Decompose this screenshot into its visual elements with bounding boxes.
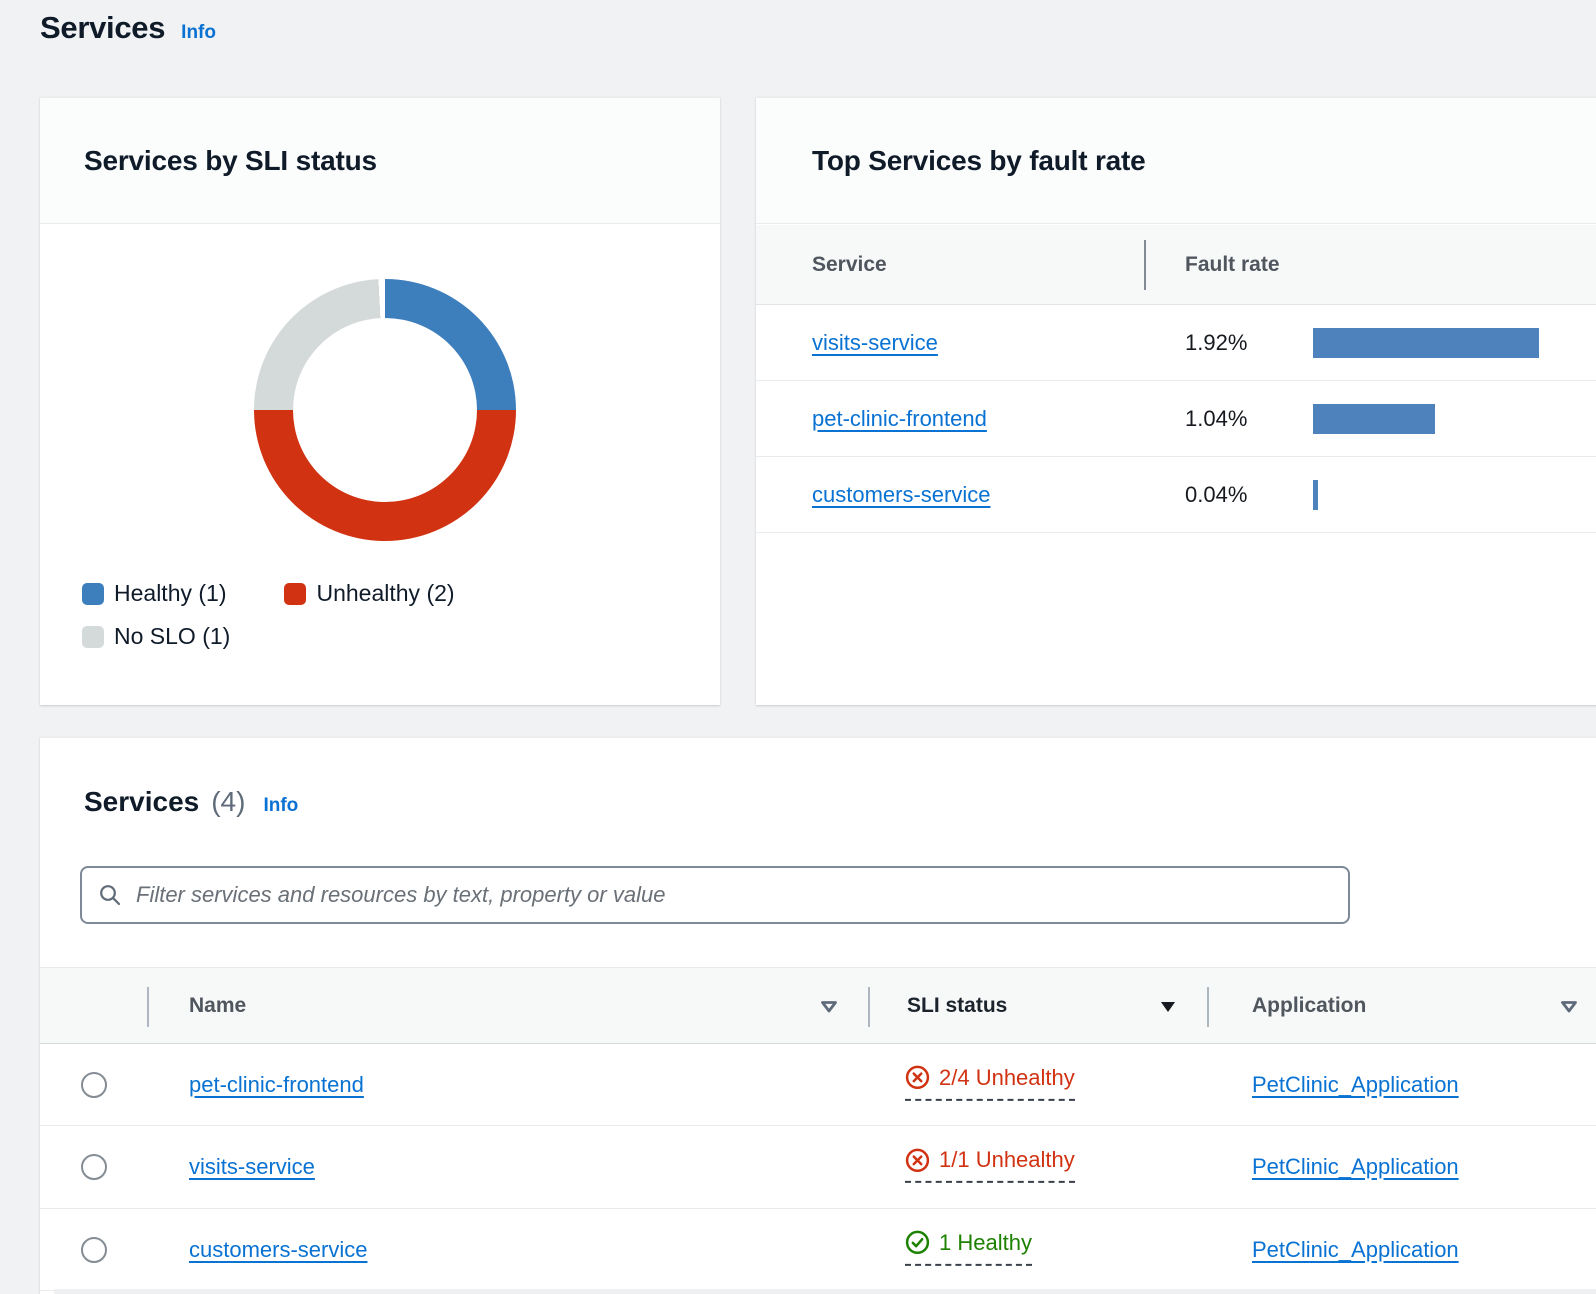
services-table-header: Name SLI status Application (40, 967, 1596, 1044)
sli-donut-chart (254, 279, 516, 541)
services-table-title: Services (84, 786, 200, 817)
sli-legend: Healthy (1) Unhealthy (2) No SLO (1) (82, 580, 552, 650)
column-divider (868, 987, 870, 1027)
fault-rate-bar (1313, 328, 1539, 358)
services-info-link[interactable]: Info (263, 795, 299, 816)
sli-card-header: Services by SLI status (40, 98, 720, 224)
healthy-swatch-icon (82, 582, 104, 605)
service-name-link[interactable]: pet-clinic-frontend (189, 1071, 364, 1097)
service-link[interactable]: pet-clinic-frontend (812, 405, 987, 431)
sort-down-filled-icon[interactable] (1157, 995, 1179, 1017)
service-name-link[interactable]: customers-service (189, 1236, 368, 1262)
status-error-icon (905, 1147, 930, 1172)
search-icon (98, 883, 122, 907)
column-divider (147, 987, 149, 1027)
sli-status-badge[interactable]: 1/1 Unhealthy (905, 1147, 1075, 1183)
legend-label: Healthy (1) (114, 580, 227, 606)
fault-rate-bar (1313, 480, 1318, 510)
fault-col-service: Service (812, 252, 887, 276)
application-link[interactable]: PetClinic_Application (1252, 1236, 1459, 1262)
row-radio[interactable] (81, 1071, 107, 1098)
fault-rate-value: 1.04% (1185, 405, 1248, 431)
application-link[interactable]: PetClinic_Application (1252, 1154, 1459, 1179)
sli-status-text: 1/1 Unhealthy (939, 1146, 1075, 1172)
fault-row: customers-service 0.04% (756, 457, 1596, 533)
sort-down-outline-icon[interactable] (1558, 995, 1580, 1017)
legend-item-no-slo[interactable]: No SLO (1) (82, 623, 230, 650)
table-row: pet-clinic-frontend 2/4 Unhealthy PetCli… (40, 1044, 1596, 1126)
fault-rate-value: 1.92% (1185, 329, 1248, 355)
filter-input-wrap[interactable] (80, 866, 1350, 924)
sli-status-badge[interactable]: 1 Healthy (905, 1229, 1032, 1266)
sort-down-outline-icon[interactable] (818, 995, 840, 1017)
legend-label: No SLO (1) (114, 623, 231, 649)
page-header: Services Info (40, 10, 216, 46)
legend-item-healthy[interactable]: Healthy (1) (82, 580, 226, 607)
service-name-link[interactable]: visits-service (189, 1154, 315, 1179)
sli-status-card: Services by SLI status Healthy (1) Unhea… (40, 97, 720, 705)
no-slo-swatch-icon (82, 625, 104, 648)
filter-input[interactable] (134, 881, 1332, 909)
application-link[interactable]: PetClinic_Application (1252, 1071, 1459, 1097)
col-sli-status[interactable]: SLI status (907, 993, 1008, 1017)
sli-status-text: 1 Healthy (939, 1229, 1032, 1255)
page-title: Services (40, 10, 166, 45)
fault-card-title: Top Services by fault rate (812, 144, 1146, 176)
table-row: customers-service 1 Healthy PetClinic_Ap… (40, 1209, 1596, 1291)
column-divider (1207, 987, 1209, 1027)
fault-rate-card: Top Services by fault rate Service Fault… (756, 97, 1596, 705)
horizontal-scrollbar-track[interactable] (54, 1289, 1596, 1294)
sli-donut-hole (293, 318, 477, 502)
row-radio[interactable] (81, 1236, 107, 1263)
services-table-card: Services (4) Info Name SLI status (40, 737, 1596, 1294)
sli-status-text: 2/4 Unhealthy (939, 1064, 1075, 1090)
legend-label: Unhealthy (2) (316, 580, 455, 606)
col-application[interactable]: Application (1252, 993, 1367, 1017)
col-name[interactable]: Name (189, 993, 247, 1017)
sli-card-title: Services by SLI status (84, 144, 377, 176)
sli-status-badge[interactable]: 2/4 Unhealthy (905, 1064, 1075, 1101)
status-error-icon (905, 1065, 930, 1090)
fault-row: visits-service 1.92% (756, 305, 1596, 381)
column-divider (1144, 240, 1146, 290)
services-table-title-row: Services (4) Info (84, 786, 298, 818)
status-success-icon (905, 1230, 930, 1255)
table-row: visits-service 1/1 Unhealthy PetClinic_A… (40, 1126, 1596, 1209)
fault-rate-value: 0.04% (1185, 481, 1248, 507)
fault-row: pet-clinic-frontend 1.04% (756, 381, 1596, 457)
fault-card-header: Top Services by fault rate (756, 98, 1596, 224)
service-link[interactable]: customers-service (812, 481, 991, 507)
fault-col-rate: Fault rate (1185, 252, 1280, 276)
row-radio[interactable] (81, 1154, 107, 1180)
fault-rate-bar (1313, 404, 1436, 434)
services-count: (4) (211, 786, 246, 817)
unhealthy-swatch-icon (284, 582, 307, 605)
service-link[interactable]: visits-service (812, 329, 938, 355)
legend-item-unhealthy[interactable]: Unhealthy (2) (284, 580, 455, 607)
fault-table-header: Service Fault rate (756, 225, 1596, 305)
page-info-link[interactable]: Info (181, 22, 216, 43)
